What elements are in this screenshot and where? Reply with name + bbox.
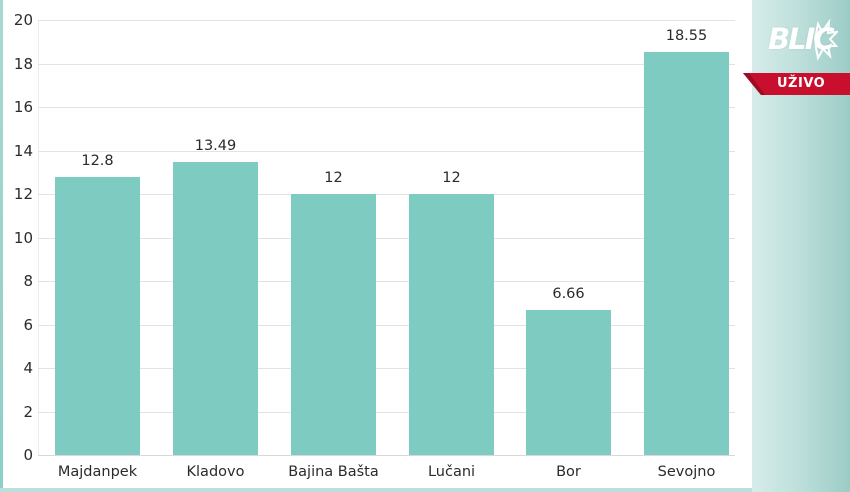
live-label: UŽIVO bbox=[777, 76, 826, 91]
gridline bbox=[38, 20, 735, 21]
gridline bbox=[38, 151, 735, 152]
bar bbox=[291, 194, 376, 455]
gridline bbox=[38, 455, 735, 456]
y-tick-label: 18 bbox=[13, 55, 33, 73]
x-category-label: Bor bbox=[556, 464, 581, 480]
y-tick-label: 10 bbox=[13, 229, 33, 247]
gridline bbox=[38, 238, 735, 239]
x-category-label: Majdanpek bbox=[57, 464, 138, 480]
bar-value-label: 12 bbox=[324, 170, 343, 186]
y-tick-label: 16 bbox=[13, 98, 33, 116]
gridline bbox=[38, 281, 735, 282]
y-tick-label: 0 bbox=[23, 446, 33, 464]
gridline bbox=[38, 194, 735, 195]
frame-border-bottom bbox=[0, 488, 752, 492]
frame-border-left bbox=[0, 0, 3, 492]
y-tick-label: 8 bbox=[23, 272, 33, 290]
live-banner-shape bbox=[743, 73, 850, 95]
bar bbox=[644, 52, 729, 455]
bar-value-label: 12 bbox=[442, 170, 461, 186]
gridline bbox=[38, 368, 735, 369]
gridline bbox=[38, 412, 735, 413]
blic-logo: BLIC bbox=[766, 18, 838, 66]
x-category-label: Bajina Bašta bbox=[288, 464, 379, 480]
bar-value-label: 13.49 bbox=[194, 138, 237, 154]
y-tick-label: 20 bbox=[13, 11, 33, 29]
y-tick-label: 6 bbox=[23, 316, 33, 334]
bar-chart: 0 2 4 6 8 10 12 14 16 18 20 12.8 Majdanpek 13.49 Klad… bbox=[3, 0, 752, 488]
gridline bbox=[38, 325, 735, 326]
y-tick-label: 2 bbox=[23, 403, 33, 421]
x-category-label: Kladovo bbox=[186, 464, 245, 480]
x-category-label: Sevojno bbox=[657, 464, 716, 480]
bar-value-label: 12.8 bbox=[81, 153, 114, 169]
bar bbox=[409, 194, 494, 455]
logo-text: BLIC bbox=[768, 22, 835, 56]
gridline bbox=[38, 107, 735, 108]
x-category-label: Lučani bbox=[427, 464, 476, 480]
bar-value-label: 6.66 bbox=[552, 286, 585, 302]
gridline bbox=[38, 64, 735, 65]
y-tick-label: 4 bbox=[23, 359, 33, 377]
bar-value-label: 18.55 bbox=[665, 28, 708, 44]
bar bbox=[526, 310, 611, 455]
y-tick-label: 12 bbox=[13, 185, 33, 203]
starburst-icon bbox=[813, 18, 838, 61]
bar bbox=[173, 162, 258, 455]
y-tick-label: 14 bbox=[13, 142, 33, 160]
live-badge: UŽIVO bbox=[743, 73, 850, 95]
bar bbox=[55, 177, 140, 455]
